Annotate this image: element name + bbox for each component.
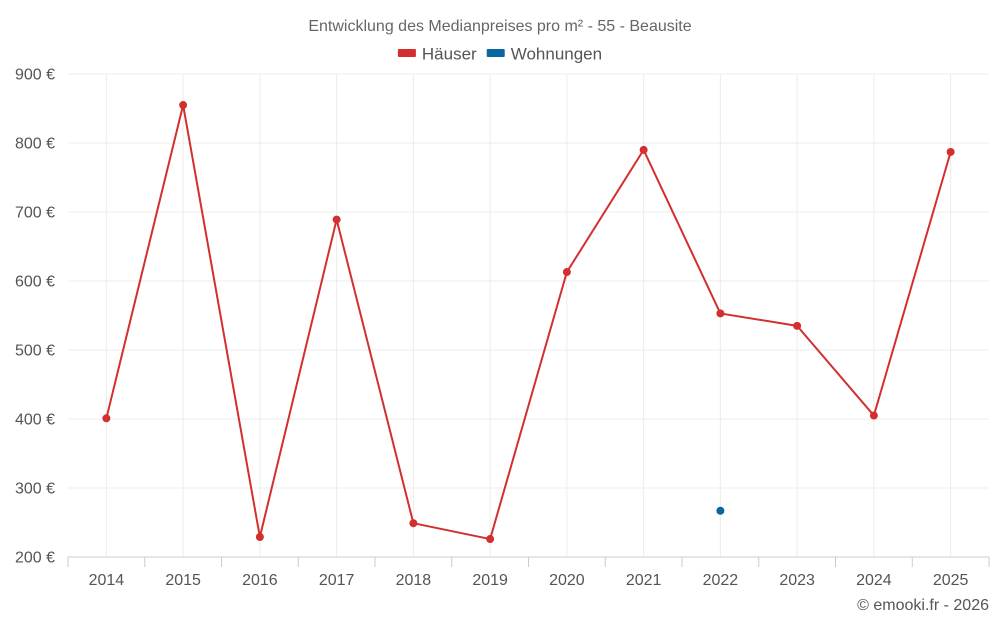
x-tick-label: 2021 bbox=[626, 572, 662, 589]
legend-swatch bbox=[486, 49, 505, 57]
y-tick-label: 200 € bbox=[15, 550, 55, 567]
data-point-0-2025[interactable] bbox=[946, 147, 955, 156]
y-tick-label: 600 € bbox=[15, 274, 55, 291]
legend[interactable]: Häuser Wohnungen bbox=[397, 44, 602, 63]
legend-item-0[interactable]: Häuser bbox=[397, 44, 477, 63]
y-tick-label: 300 € bbox=[15, 481, 55, 498]
y-tick-label: 500 € bbox=[15, 343, 55, 360]
data-point-0-2024[interactable] bbox=[869, 411, 878, 420]
data-point-0-2018[interactable] bbox=[409, 519, 418, 528]
x-tick-label: 2020 bbox=[549, 572, 585, 589]
legend-label: Wohnungen bbox=[511, 44, 602, 63]
x-tick-label: 2017 bbox=[319, 572, 355, 589]
x-tick-label: 2022 bbox=[703, 572, 739, 589]
chart-title: Entwicklung des Medianpreises pro m² - 5… bbox=[308, 18, 691, 35]
y-tick-label: 900 € bbox=[15, 67, 55, 84]
data-point-1-2022[interactable] bbox=[716, 506, 725, 515]
x-tick-label: 2015 bbox=[165, 572, 201, 589]
data-point-0-2017[interactable] bbox=[332, 215, 341, 224]
grid bbox=[68, 73, 989, 557]
x-tick-label: 2016 bbox=[242, 572, 278, 589]
y-tick-label: 400 € bbox=[15, 412, 55, 429]
y-axis: 200 € 300 € 400 € 500 € 600 € 700 € 800 € 900 € bbox=[15, 67, 55, 567]
data-point-0-2021[interactable] bbox=[639, 145, 648, 154]
y-tick-label: 700 € bbox=[15, 205, 55, 222]
x-tick-label: 2024 bbox=[856, 572, 892, 589]
x-tick-label: 2014 bbox=[89, 572, 125, 589]
series-lines bbox=[105, 104, 952, 541]
credit-text: © emooki.fr - 2026 bbox=[857, 597, 989, 614]
data-point-0-2015[interactable] bbox=[179, 101, 188, 110]
x-tick-label: 2018 bbox=[396, 572, 432, 589]
x-tick-label: 2023 bbox=[779, 572, 815, 589]
legend-swatch bbox=[397, 49, 416, 57]
data-point-0-2014[interactable] bbox=[102, 414, 111, 423]
data-point-0-2022[interactable] bbox=[716, 309, 725, 318]
data-point-0-2016[interactable] bbox=[255, 532, 264, 541]
x-axis: 2014 2015 2016 2017 2018 2019 2020 2021 2022 2023… bbox=[67, 556, 990, 589]
series-line-0 bbox=[105, 104, 952, 541]
series-points bbox=[102, 101, 955, 544]
x-tick-label: 2025 bbox=[933, 572, 969, 589]
x-tick-label: 2019 bbox=[472, 572, 508, 589]
y-tick-label: 800 € bbox=[15, 136, 55, 153]
legend-label: Häuser bbox=[422, 44, 477, 63]
data-point-0-2023[interactable] bbox=[793, 321, 802, 330]
data-point-0-2020[interactable] bbox=[562, 268, 571, 277]
data-point-0-2019[interactable] bbox=[486, 535, 495, 544]
legend-item-1[interactable]: Wohnungen bbox=[486, 44, 602, 63]
